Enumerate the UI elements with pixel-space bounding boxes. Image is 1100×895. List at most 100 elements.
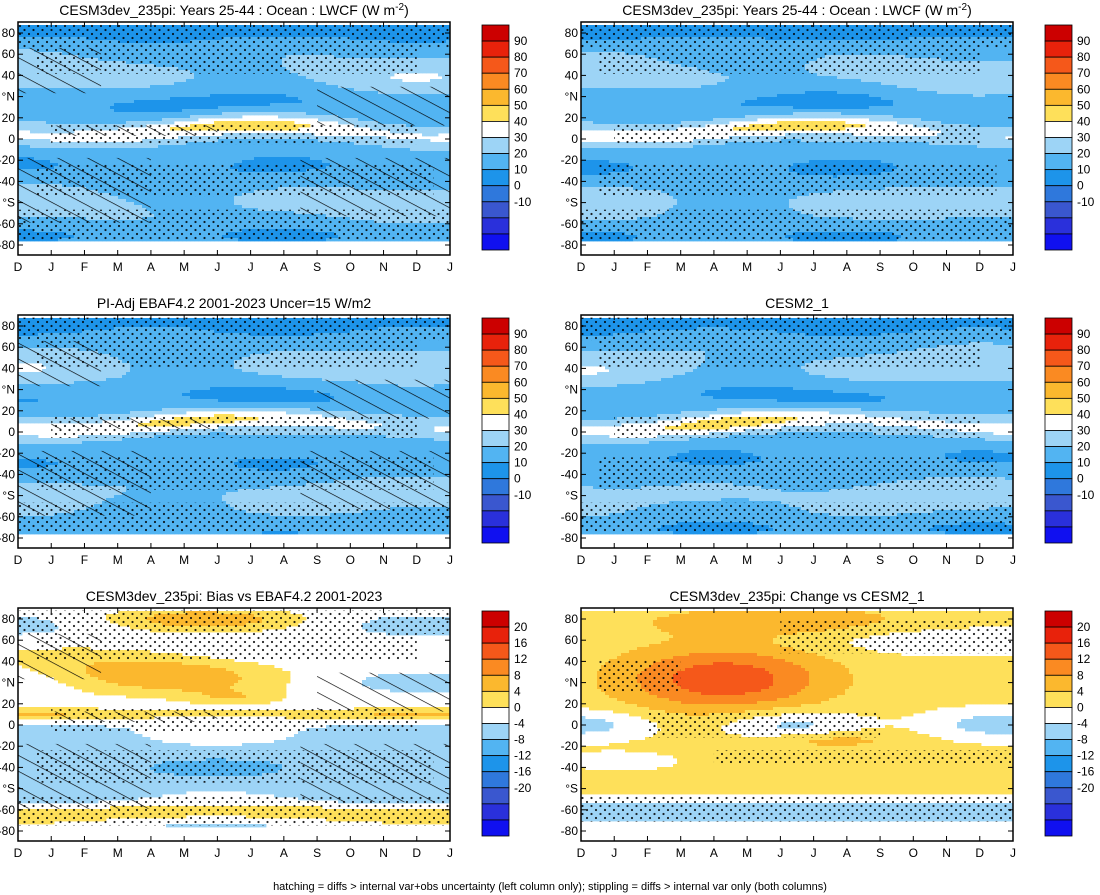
x-tick-label: F [81, 553, 88, 567]
colorbar-swatch [481, 478, 510, 496]
colorbar-label: 16 [1077, 636, 1091, 650]
panel-title: CESM2_1 [765, 295, 829, 311]
x-tick-label: J [48, 846, 54, 860]
x-tick-label: A [147, 846, 155, 860]
colorbar-label: 12 [1077, 652, 1091, 666]
colorbar-label: 8 [514, 668, 521, 682]
colorbar-swatch [1044, 674, 1073, 692]
x-tick-label: D [975, 846, 984, 860]
colorbar-label: -12 [514, 749, 532, 763]
colorbar-swatch [1044, 72, 1073, 90]
x-tick-label: J [777, 846, 783, 860]
colorbar-swatch [481, 510, 510, 528]
x-tick-label: J [447, 553, 453, 567]
x-tick-label: F [81, 260, 88, 274]
colorbar-swatch [481, 24, 510, 42]
colorbar-p3: 90 80 70 60 50 40 30 20 10 0 -10 [481, 317, 532, 544]
y-tick-label: 80 [2, 26, 16, 40]
x-tick-label: D [975, 553, 984, 567]
x-tick-label: S [876, 846, 884, 860]
y-tick-label: 60 [2, 47, 16, 61]
colorbar-label: 40 [1077, 114, 1091, 128]
x-tick-label: D [577, 553, 586, 567]
colorbar-label: 70 [1077, 66, 1091, 80]
y-tick-label: 80 [565, 26, 579, 40]
y-tick-label: 40 [565, 361, 579, 375]
y-tick-label: -80 [561, 531, 579, 545]
x-tick-label: A [280, 260, 288, 274]
colorbar-label: 70 [514, 359, 528, 373]
y-tick-label: 0 [571, 132, 578, 146]
y-tick-label: -40 [561, 174, 579, 188]
colorbar-swatch [1044, 169, 1073, 187]
x-tick-label: J [811, 260, 817, 274]
colorbar-p6: 20 16 12 8 4 0 -4 -8 -12 -16 -20 [1044, 610, 1095, 837]
colorbar-swatch [481, 462, 510, 480]
colorbar-swatch [481, 56, 510, 74]
colorbar-swatch [481, 185, 510, 203]
colorbar-swatch [1044, 626, 1073, 644]
x-tick-label: M [113, 846, 123, 860]
y-tick-label: 60 [2, 633, 16, 647]
colorbar-swatch [481, 137, 510, 154]
colorbar-p4: 90 80 70 60 50 40 30 20 10 0 -10 [1044, 317, 1095, 544]
colorbar-swatch [481, 317, 510, 335]
y-tick-label: -40 [0, 467, 15, 481]
colorbar-label: 90 [514, 34, 528, 48]
y-tick-label: 0 [571, 425, 578, 439]
colorbar-swatch [1044, 414, 1073, 431]
colorbar-label: 90 [1077, 327, 1091, 341]
colorbar-swatch [481, 526, 510, 544]
x-tick-label: J [1010, 260, 1016, 274]
x-tick-label: S [313, 260, 321, 274]
y-tick-label: -60 [561, 803, 579, 817]
colorbar-swatch [1044, 819, 1073, 837]
y-tick-label: °S [2, 782, 15, 796]
x-tick-label: N [379, 846, 388, 860]
x-tick-label: D [412, 553, 421, 567]
colorbar-swatch [481, 739, 510, 757]
y-tick-label: 40 [2, 654, 16, 668]
colorbar-label: 40 [1077, 407, 1091, 421]
y-tick-label: -40 [561, 467, 579, 481]
x-tick-label: N [942, 553, 951, 567]
x-tick-label: D [14, 846, 23, 860]
x-tick-label: J [48, 260, 54, 274]
colorbar-swatch [481, 819, 510, 837]
x-tick-label: A [843, 260, 851, 274]
colorbar-label: 16 [514, 636, 528, 650]
x-tick-label: D [577, 846, 586, 860]
colorbar-swatch [1044, 40, 1073, 58]
y-tick-label: -40 [0, 760, 15, 774]
x-tick-label: J [214, 846, 220, 860]
y-tick-label: 20 [2, 111, 16, 125]
panel-p1: CESM3dev_235pi: Years 25-44 : Ocean : LW… [0, 2, 532, 274]
colorbar-swatch [1044, 787, 1073, 805]
y-tick-label: -20 [0, 446, 15, 460]
colorbar-swatch [481, 690, 510, 708]
x-tick-label: M [742, 846, 752, 860]
colorbar-swatch [1044, 24, 1073, 42]
colorbar-swatch [1044, 803, 1073, 821]
colorbar-swatch [481, 365, 510, 383]
colorbar-label: 0 [514, 472, 521, 486]
x-tick-label: J [248, 553, 254, 567]
x-tick-label: A [843, 553, 851, 567]
colorbar-label: 0 [514, 179, 521, 193]
y-tick-label: -20 [0, 739, 15, 753]
colorbar-swatch [481, 755, 510, 773]
colorbar-swatch [1044, 217, 1073, 235]
colorbar-label: 60 [514, 375, 528, 389]
colorbar-swatch [1044, 56, 1073, 74]
colorbar-swatch [1044, 153, 1073, 171]
x-tick-label: M [113, 260, 123, 274]
colorbar-label: 20 [1077, 440, 1091, 454]
colorbar-swatch [481, 104, 510, 122]
y-tick-label: 0 [571, 718, 578, 732]
y-tick-label: °S [2, 196, 15, 210]
colorbar-label: 10 [514, 163, 528, 177]
colorbar-swatch [481, 430, 510, 447]
colorbar-swatch [481, 803, 510, 821]
colorbar-swatch [481, 658, 510, 676]
